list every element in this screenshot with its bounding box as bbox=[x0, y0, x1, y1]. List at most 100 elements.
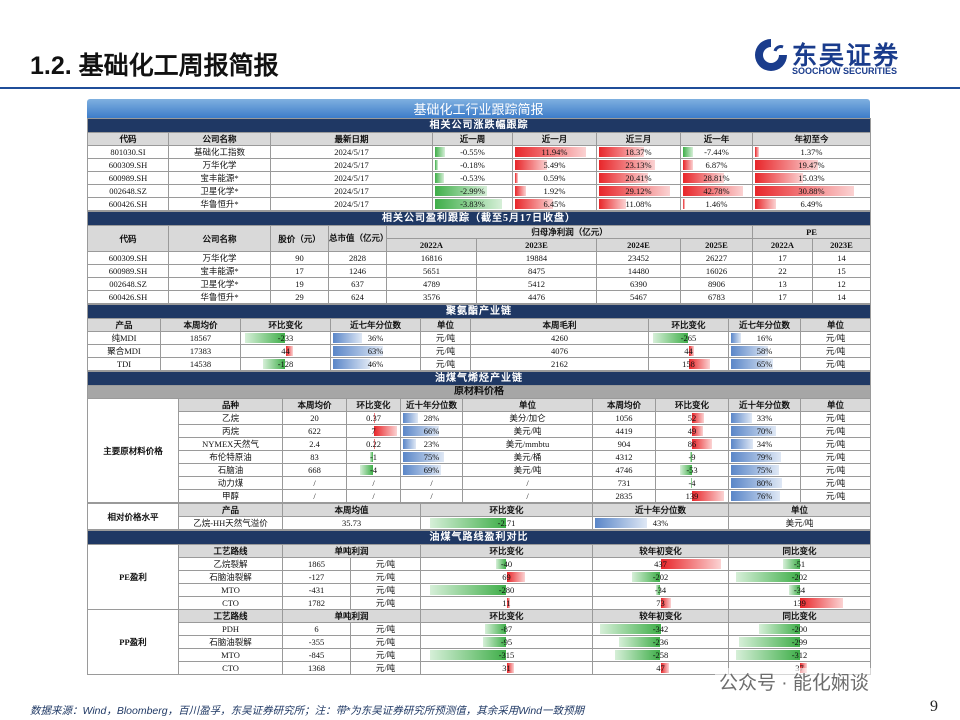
data-bar bbox=[688, 359, 710, 369]
cell: 卫星化学* bbox=[168, 184, 271, 198]
cell-text: 11.08% bbox=[625, 199, 652, 209]
sec-cell: 油煤气烯烃产业链 bbox=[86, 371, 872, 386]
cell: 19884 bbox=[476, 251, 597, 265]
data-bar bbox=[515, 147, 586, 157]
cell: -200 bbox=[727, 622, 872, 636]
cell: 58% bbox=[728, 344, 801, 358]
cell-text: 28% bbox=[423, 413, 440, 423]
cell-text: 2024/5/17 bbox=[334, 160, 369, 170]
cell: 22 bbox=[752, 264, 813, 278]
cell: 元/吨 bbox=[799, 463, 872, 477]
data-bar bbox=[599, 147, 644, 157]
cell: -3.83% bbox=[432, 197, 513, 211]
data-bar bbox=[245, 333, 286, 343]
hd-cell: 近十年分位数 bbox=[728, 398, 801, 412]
cell: 5412 bbox=[476, 277, 597, 291]
column-header: 代码 bbox=[119, 134, 137, 144]
column-header: 单吨利润 bbox=[334, 546, 369, 556]
cell-text: 4076 bbox=[551, 346, 568, 356]
cell-text: 1.92% bbox=[543, 186, 566, 196]
side-cell: 主要原材料价格 bbox=[87, 398, 179, 503]
cell: -202 bbox=[592, 570, 729, 584]
cell-text: 乙烷-HH天然气溢价 bbox=[193, 518, 268, 528]
cell-text: 35.73 bbox=[341, 518, 362, 528]
cell: 36% bbox=[330, 331, 421, 345]
cell: 美元/mmbtu bbox=[462, 437, 593, 451]
cell-text: 4419 bbox=[615, 426, 633, 436]
hd-cell: 公司名称 bbox=[168, 132, 271, 146]
tracking-report: 基础化工行业跟踪简报 相关公司涨跌幅跟踪 代码 公司名称 最新日期 近一周 近一月 近三月近… bbox=[86, 99, 872, 675]
column-header: 环比变化 bbox=[671, 320, 706, 330]
cell-text: -202 bbox=[791, 572, 808, 582]
logo-subtext: SOOCHOW SECURITIES bbox=[792, 66, 898, 76]
cell: 668 bbox=[282, 463, 347, 477]
cell: / bbox=[400, 476, 463, 490]
cell-text: 4312 bbox=[615, 452, 633, 462]
cell-text: 元/吨 bbox=[435, 346, 456, 356]
column-header: 本周均价 bbox=[183, 320, 218, 330]
cell-text: -127 bbox=[308, 572, 325, 582]
cell-text: 600426.SH bbox=[108, 199, 148, 209]
cell: 002648.SZ bbox=[87, 277, 169, 291]
cell-text: 乙烷裂解 bbox=[213, 559, 248, 569]
data-bar bbox=[783, 559, 800, 569]
cell-text: 1.37% bbox=[800, 147, 823, 157]
cell: / bbox=[282, 476, 347, 490]
cell-text: 元/吨 bbox=[825, 491, 846, 501]
cell-text: 万华化学 bbox=[202, 253, 237, 263]
cell: 元/吨 bbox=[799, 450, 872, 464]
cell-text: 元/吨 bbox=[375, 624, 396, 634]
data-bar bbox=[683, 147, 694, 157]
hd-cell: 近十年分位数 bbox=[592, 503, 729, 517]
cell: 17 bbox=[752, 290, 813, 304]
cell-text: 卫星化学* bbox=[200, 279, 239, 289]
hd-cell: 工艺路线 bbox=[178, 609, 283, 623]
column-header: 单吨利润 bbox=[334, 611, 369, 621]
cell: 49 bbox=[655, 424, 729, 438]
cell-text: 8906 bbox=[708, 279, 725, 289]
hd-cell: 本周均价 bbox=[160, 318, 241, 332]
data-bar bbox=[788, 585, 800, 595]
cell-text: 65% bbox=[756, 359, 773, 369]
cell-text: 4476 bbox=[528, 292, 545, 302]
cell: 52 bbox=[655, 411, 729, 425]
cell: 14480 bbox=[596, 264, 681, 278]
cell-text: 73 bbox=[656, 598, 665, 608]
hd-cell: 本周均价 bbox=[282, 398, 347, 412]
table-row: 石脑油裂解 -355 元/吨 -95 -236 -299 bbox=[88, 635, 872, 649]
table-row: 纯MDI 18567 -233 36% 元/吨 4260 -265 16% 元/吨 bbox=[87, 331, 872, 345]
hd-cell: 产品 bbox=[178, 503, 283, 517]
data-bar bbox=[333, 359, 370, 369]
cell-text: 30.88% bbox=[798, 186, 825, 196]
table-row: 油煤气路线盈利对比 bbox=[86, 530, 872, 545]
side-cell: PE盈利 bbox=[87, 544, 179, 610]
cell-text: 主要原材料价格 bbox=[103, 445, 163, 456]
cell-text: 元/吨 bbox=[435, 359, 456, 369]
hd-cell: 环比变化 bbox=[346, 398, 401, 412]
cell: 1782 bbox=[282, 596, 351, 610]
cell: 1368 bbox=[282, 661, 351, 675]
column-header: 2025E bbox=[705, 240, 728, 250]
cell-text: -9 bbox=[688, 452, 696, 462]
cell-text: PP盈利 bbox=[119, 637, 147, 647]
cell-text: 600989.SH bbox=[108, 173, 148, 183]
cell: -127 bbox=[282, 570, 351, 584]
cell: MTO bbox=[178, 648, 283, 662]
data-bar bbox=[755, 186, 855, 196]
cell: 元/吨 bbox=[350, 635, 421, 649]
hd-cell: 单吨利润 bbox=[282, 609, 421, 623]
data-bar bbox=[435, 186, 488, 196]
cell: 2024/5/17 bbox=[270, 184, 433, 198]
cell: -265 bbox=[648, 331, 729, 345]
cell-text: 14538 bbox=[189, 359, 212, 369]
hd-cell: 股价（元） bbox=[270, 225, 329, 252]
cell: 美元/吨 bbox=[462, 424, 593, 438]
cell-text: 66% bbox=[423, 426, 440, 436]
cell-text: 甲醇 bbox=[221, 491, 239, 501]
cell: 元/吨 bbox=[420, 344, 471, 358]
cell-text: 16816 bbox=[420, 253, 443, 263]
cell-text: 14 bbox=[837, 292, 846, 302]
cell: 乙烷裂解 bbox=[178, 557, 283, 571]
data-bar bbox=[373, 426, 398, 436]
page-number: 9 bbox=[930, 698, 938, 715]
